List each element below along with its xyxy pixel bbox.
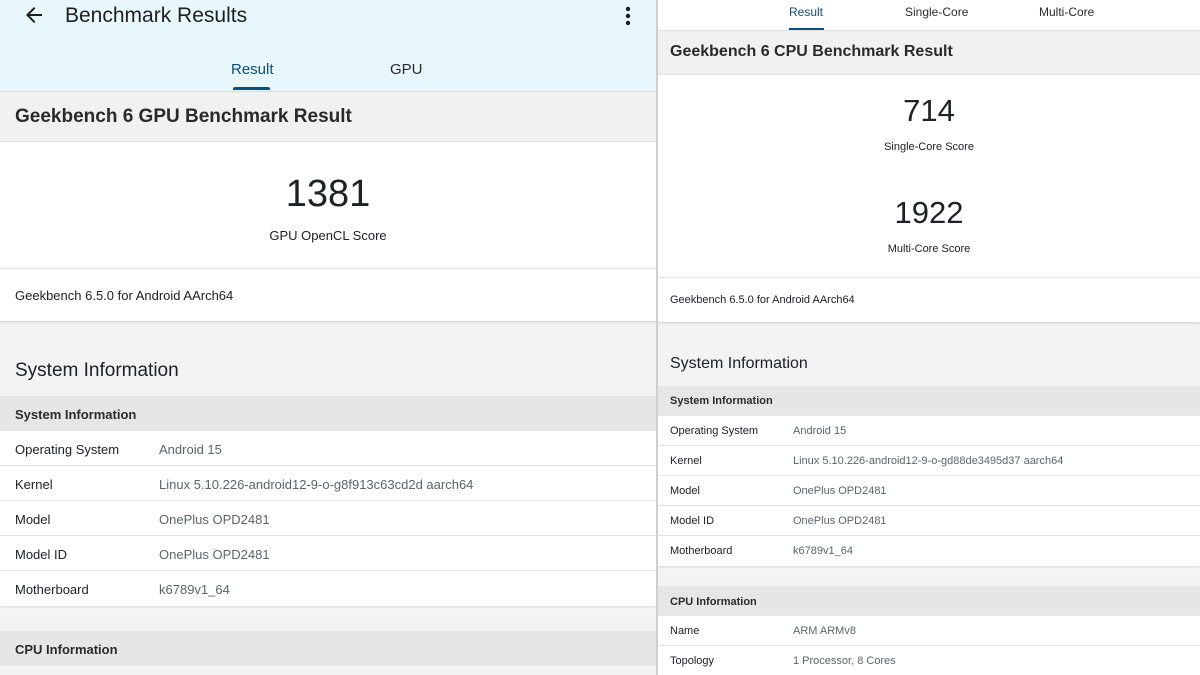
result-title-bar (0, 91, 656, 141)
row-key: Motherboard (670, 545, 733, 557)
cpu-information-subheader-label: CPU Information (670, 596, 757, 608)
table-row: Operating System Android 15 (658, 416, 1200, 446)
gpu-result-screen: Benchmark Results Result GPU Geekbench 6… (0, 0, 656, 675)
table-row: Model ID OnePlus OPD2481 (658, 506, 1200, 536)
system-information-heading: System Information (15, 360, 179, 381)
cpu-information-subheader-label: CPU Information (15, 642, 118, 657)
version-card (658, 277, 1200, 323)
row-value: 1 Processor, 8 Cores (793, 655, 896, 667)
score-card (658, 74, 1200, 277)
gpu-score-value: 1381 (285, 173, 371, 215)
row-value: k6789v1_64 (159, 582, 230, 597)
row-key: Model (670, 485, 700, 497)
row-key: Topology (670, 655, 715, 667)
system-information-subheader (0, 396, 656, 431)
page-title: Benchmark Results (65, 4, 248, 27)
row-value: Android 15 (159, 442, 222, 457)
row-value: OnePlus OPD2481 (159, 547, 270, 562)
cpu-result-screen: Result Single-Core Multi-Core Geekbench … (658, 0, 1200, 675)
system-information-table: Operating System Android 15 Kernel Linux… (0, 431, 656, 606)
version-text: Geekbench 6.5.0 for Android AArch64 (15, 288, 234, 303)
tab-bar: Result Single-Core Multi-Core (658, 0, 1200, 31)
table-row: Topology 1 Processor, 8 Cores (658, 646, 1200, 675)
row-value: Android 15 (793, 425, 847, 437)
row-key: Name (670, 625, 700, 637)
arrow-left-icon[interactable] (22, 3, 46, 27)
table-row: Model OnePlus OPD2481 (658, 476, 1200, 506)
multi-core-score-value: 1922 (894, 195, 964, 230)
system-information-heading: System Information (670, 355, 808, 372)
active-tab-indicator (789, 28, 824, 30)
row-key: Motherboard (15, 582, 89, 597)
row-value: k6789v1_64 (793, 545, 853, 557)
tab-gpu[interactable]: GPU (390, 61, 423, 78)
tab-multi-core[interactable]: Multi-Core (1039, 5, 1095, 19)
result-title: Geekbench 6 GPU Benchmark Result (15, 106, 352, 127)
system-information-subheader (658, 386, 1200, 416)
system-information-subheader-label: System Information (670, 395, 773, 407)
row-value: Linux 5.10.226-android12-9-o-g8f913c63cd… (159, 477, 474, 492)
system-information-subheader-label: System Information (15, 407, 137, 422)
system-information-table: Operating System Android 15 Kernel Linux… (658, 416, 1200, 566)
score-card (0, 141, 656, 268)
tab-result[interactable]: Result (789, 5, 824, 19)
more-vert-icon[interactable] (617, 4, 639, 28)
table-row: Motherboard k6789v1_64 (0, 571, 656, 606)
row-value: Linux 5.10.226-android12-9-o-gd88de3495d… (793, 455, 1064, 467)
cpu-information-subheader (658, 586, 1200, 616)
table-row: Kernel Linux 5.10.226-android12-9-o-gd88… (658, 446, 1200, 476)
multi-core-score-label: Multi-Core Score (887, 243, 971, 255)
row-value: OnePlus OPD2481 (793, 485, 887, 497)
table-row: Kernel Linux 5.10.226-android12-9-o-g8f9… (0, 466, 656, 501)
row-key: Kernel (15, 477, 53, 492)
tab-result[interactable]: Result (231, 61, 274, 78)
single-core-score-value: 714 (903, 93, 955, 128)
single-core-score-label: Single-Core Score (884, 141, 974, 153)
table-row: Motherboard k6789v1_64 (658, 536, 1200, 566)
version-card (0, 268, 656, 322)
result-title-bar (658, 31, 1200, 74)
app-bar: Benchmark Results Result GPU (0, 0, 656, 91)
row-value: OnePlus OPD2481 (159, 512, 270, 527)
active-tab-indicator (233, 87, 270, 90)
table-row: Model ID OnePlus OPD2481 (0, 536, 656, 571)
row-key: Operating System (670, 425, 759, 437)
screenshot-divider (656, 0, 658, 675)
row-key: Kernel (670, 455, 702, 467)
table-row: Name ARM ARMv8 (658, 616, 1200, 646)
cpu-information-subheader (0, 631, 656, 666)
row-key: Operating System (15, 442, 120, 457)
cpu-information-table: Name ARM ARMv8 Topology 1 Processor, 8 C… (658, 616, 1200, 675)
tab-single-core[interactable]: Single-Core (905, 5, 969, 19)
row-value: OnePlus OPD2481 (793, 515, 887, 527)
row-key: Model ID (15, 547, 68, 562)
version-text: Geekbench 6.5.0 for Android AArch64 (670, 294, 855, 306)
row-key: Model ID (670, 515, 715, 527)
table-row: Model OnePlus OPD2481 (0, 501, 656, 536)
row-key: Model (15, 512, 51, 527)
table-row: Operating System Android 15 (0, 431, 656, 466)
row-value: ARM ARMv8 (793, 625, 856, 637)
result-title: Geekbench 6 CPU Benchmark Result (670, 43, 953, 60)
gpu-score-label: GPU OpenCL Score (269, 228, 387, 243)
